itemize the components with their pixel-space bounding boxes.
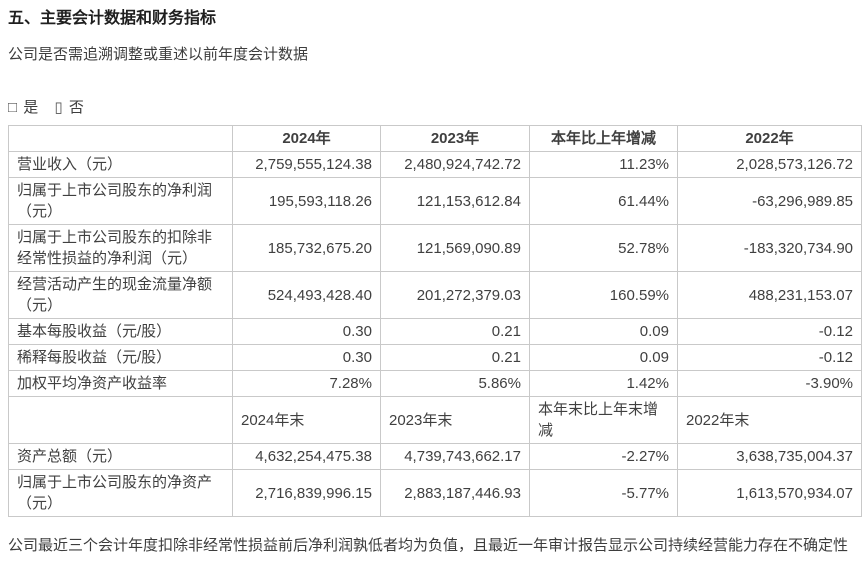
cell-change: 160.59% xyxy=(529,271,678,319)
cell-2022: -183,320,734.90 xyxy=(677,224,862,272)
cell-2024: 0.30 xyxy=(232,318,381,345)
cell-change: 61.44% xyxy=(529,177,678,225)
cell-2024: 2,759,555,124.38 xyxy=(232,151,381,178)
row-label: 归属于上市公司股东的净资产（元） xyxy=(8,469,233,517)
cell-2022: 488,231,153.07 xyxy=(677,271,862,319)
cell-2022: -0.12 xyxy=(677,318,862,345)
table-row-deducted-net-profit: 归属于上市公司股东的扣除非经常性损益的净利润（元） 185,732,675.20… xyxy=(8,224,862,272)
going-concern-note: 公司最近三个会计年度扣除非经常性损益前后净利润孰低者均为负值，且最近一年审计报告… xyxy=(8,537,849,554)
header-2023: 2023年 xyxy=(380,125,530,152)
checkbox-unchecked-icon: □ xyxy=(8,99,19,116)
yearend-header-row: 2024年末 2023年末 本年末比上年末增减 2022年末 xyxy=(8,396,862,444)
cell-2022: -63,296,989.85 xyxy=(677,177,862,225)
row-label: 加权平均净资产收益率 xyxy=(8,370,233,397)
cell-change: 0.09 xyxy=(529,318,678,345)
cell-2024: 0.30 xyxy=(232,344,381,371)
row-label: 营业收入（元） xyxy=(8,151,233,178)
cell-change: -5.77% xyxy=(529,469,678,517)
cell-2022-end: 1,613,570,934.07 xyxy=(677,469,862,517)
financial-indicators-table: 2024年 2023年 本年比上年增减 2022年 营业收入（元） 2,759,… xyxy=(8,125,862,517)
checkbox-yes-label: 是 xyxy=(23,99,40,116)
row-label: 经营活动产生的现金流量净额（元） xyxy=(8,271,233,319)
cell-2024: 524,493,428.40 xyxy=(232,271,381,319)
row-label: 资产总额（元） xyxy=(8,443,233,470)
section-title: 五、主要会计数据和财务指标 xyxy=(8,10,217,27)
cell-change: 0.09 xyxy=(529,344,678,371)
row-label: 基本每股收益（元/股） xyxy=(8,318,233,345)
cell-2023: 121,153,612.84 xyxy=(380,177,530,225)
header-yoy-change: 本年比上年增减 xyxy=(529,125,678,152)
cell-2023: 0.21 xyxy=(380,344,530,371)
cell-change: -2.27% xyxy=(529,443,678,470)
cell-2023-end: 4,739,743,662.17 xyxy=(380,443,530,470)
table-row-net-assets: 归属于上市公司股东的净资产（元） 2,716,839,996.15 2,883,… xyxy=(8,469,862,517)
table-row-operating-cash-flow: 经营活动产生的现金流量净额（元） 524,493,428.40 201,272,… xyxy=(8,271,862,319)
cell-2024-end: 2,716,839,996.15 xyxy=(232,469,381,517)
header-2022: 2022年 xyxy=(677,125,862,152)
cell-2022: -3.90% xyxy=(677,370,862,397)
restate-answer-row: □ 是 ▯ 否 xyxy=(8,97,861,118)
cell-2022: -0.12 xyxy=(677,344,862,371)
cell-2022: 2,028,573,126.72 xyxy=(677,151,862,178)
row-label: 归属于上市公司股东的扣除非经常性损益的净利润（元） xyxy=(8,224,233,272)
table-row-diluted-eps: 稀释每股收益（元/股） 0.30 0.21 0.09 -0.12 xyxy=(8,344,862,371)
header-2024-end: 2024年末 xyxy=(232,396,381,444)
cell-2023-end: 2,883,187,446.93 xyxy=(380,469,530,517)
cell-change: 1.42% xyxy=(529,370,678,397)
cell-2023: 201,272,379.03 xyxy=(380,271,530,319)
checkbox-checked-icon: ▯ xyxy=(54,99,64,116)
checkbox-yes: □ 是 xyxy=(8,99,39,116)
checkbox-no-label: 否 xyxy=(68,99,85,116)
cell-2023: 5.86% xyxy=(380,370,530,397)
restate-question: 公司是否需追溯调整或重述以前年度会计数据 xyxy=(8,46,309,63)
table-row-weighted-roe: 加权平均净资产收益率 7.28% 5.86% 1.42% -3.90% xyxy=(8,370,862,397)
cell-change: 11.23% xyxy=(529,151,678,178)
row-label: 稀释每股收益（元/股） xyxy=(8,344,233,371)
cell-2023: 121,569,090.89 xyxy=(380,224,530,272)
header-2022-end: 2022年末 xyxy=(677,396,862,444)
header-2023-end: 2023年末 xyxy=(380,396,530,444)
cell-2024: 195,593,118.26 xyxy=(232,177,381,225)
header-yearend-change: 本年末比上年末增减 xyxy=(529,396,678,444)
table-row-revenue: 营业收入（元） 2,759,555,124.38 2,480,924,742.7… xyxy=(8,151,862,178)
table-row-net-profit: 归属于上市公司股东的净利润（元） 195,593,118.26 121,153,… xyxy=(8,177,862,225)
cell-change: 52.78% xyxy=(529,224,678,272)
row-label: 归属于上市公司股东的净利润（元） xyxy=(8,177,233,225)
cell-2023: 2,480,924,742.72 xyxy=(380,151,530,178)
header-blank-cell xyxy=(8,125,233,152)
cell-2024: 7.28% xyxy=(232,370,381,397)
cell-2023: 0.21 xyxy=(380,318,530,345)
table-row-total-assets: 资产总额（元） 4,632,254,475.38 4,739,743,662.1… xyxy=(8,443,862,470)
cell-2022-end: 3,638,735,004.37 xyxy=(677,443,862,470)
annual-header-row: 2024年 2023年 本年比上年增减 2022年 xyxy=(8,125,862,152)
cell-2024: 185,732,675.20 xyxy=(232,224,381,272)
header-blank-cell xyxy=(8,396,233,444)
checkbox-no: ▯ 否 xyxy=(54,99,84,116)
header-2024: 2024年 xyxy=(232,125,381,152)
table-row-basic-eps: 基本每股收益（元/股） 0.30 0.21 0.09 -0.12 xyxy=(8,318,862,345)
cell-2024-end: 4,632,254,475.38 xyxy=(232,443,381,470)
